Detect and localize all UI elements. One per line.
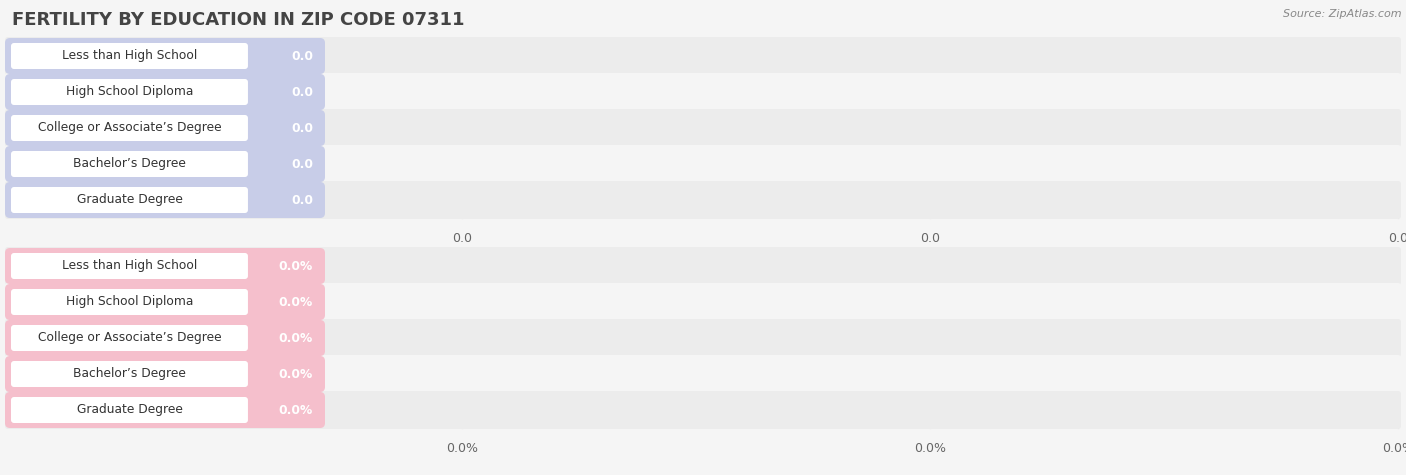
FancyBboxPatch shape (6, 182, 325, 218)
Text: 0.0: 0.0 (1388, 232, 1406, 245)
FancyBboxPatch shape (6, 283, 1400, 321)
FancyBboxPatch shape (6, 248, 325, 284)
FancyBboxPatch shape (6, 146, 325, 182)
FancyBboxPatch shape (11, 397, 247, 423)
Text: College or Associate’s Degree: College or Associate’s Degree (38, 122, 221, 134)
FancyBboxPatch shape (6, 392, 325, 428)
FancyBboxPatch shape (11, 253, 247, 279)
Text: 0.0: 0.0 (291, 86, 314, 98)
Text: 0.0%: 0.0% (278, 403, 314, 417)
FancyBboxPatch shape (6, 247, 1400, 285)
Text: High School Diploma: High School Diploma (66, 86, 193, 98)
FancyBboxPatch shape (6, 391, 1400, 429)
Text: 0.0: 0.0 (291, 49, 314, 63)
FancyBboxPatch shape (6, 38, 325, 74)
Text: 0.0%: 0.0% (278, 259, 314, 273)
FancyBboxPatch shape (6, 284, 325, 320)
Text: 0.0: 0.0 (920, 232, 941, 245)
FancyBboxPatch shape (6, 145, 1400, 183)
Text: 0.0: 0.0 (291, 193, 314, 207)
FancyBboxPatch shape (6, 181, 1400, 219)
Text: 0.0%: 0.0% (278, 295, 314, 308)
Text: College or Associate’s Degree: College or Associate’s Degree (38, 332, 221, 344)
FancyBboxPatch shape (11, 361, 247, 387)
Text: 0.0%: 0.0% (278, 332, 314, 344)
FancyBboxPatch shape (11, 187, 247, 213)
FancyBboxPatch shape (11, 151, 247, 177)
FancyBboxPatch shape (6, 320, 325, 356)
Text: 0.0%: 0.0% (446, 442, 478, 455)
FancyBboxPatch shape (6, 109, 1400, 147)
Text: Bachelor’s Degree: Bachelor’s Degree (73, 368, 186, 380)
Text: Graduate Degree: Graduate Degree (76, 193, 183, 207)
FancyBboxPatch shape (6, 73, 1400, 111)
Text: 0.0%: 0.0% (1382, 442, 1406, 455)
FancyBboxPatch shape (6, 355, 1400, 393)
Text: Bachelor’s Degree: Bachelor’s Degree (73, 158, 186, 171)
Text: 0.0%: 0.0% (914, 442, 946, 455)
FancyBboxPatch shape (6, 74, 325, 110)
Text: Less than High School: Less than High School (62, 259, 197, 273)
Text: Less than High School: Less than High School (62, 49, 197, 63)
FancyBboxPatch shape (11, 115, 247, 141)
FancyBboxPatch shape (6, 319, 1400, 357)
FancyBboxPatch shape (11, 79, 247, 105)
FancyBboxPatch shape (11, 289, 247, 315)
Text: 0.0: 0.0 (291, 158, 314, 171)
Text: 0.0%: 0.0% (278, 368, 314, 380)
FancyBboxPatch shape (11, 325, 247, 351)
FancyBboxPatch shape (6, 356, 325, 392)
Text: Source: ZipAtlas.com: Source: ZipAtlas.com (1284, 9, 1402, 19)
Text: 0.0: 0.0 (451, 232, 472, 245)
Text: 0.0: 0.0 (291, 122, 314, 134)
Text: Graduate Degree: Graduate Degree (76, 403, 183, 417)
FancyBboxPatch shape (11, 43, 247, 69)
FancyBboxPatch shape (6, 110, 325, 146)
Text: High School Diploma: High School Diploma (66, 295, 193, 308)
FancyBboxPatch shape (6, 37, 1400, 75)
Text: FERTILITY BY EDUCATION IN ZIP CODE 07311: FERTILITY BY EDUCATION IN ZIP CODE 07311 (13, 11, 464, 29)
